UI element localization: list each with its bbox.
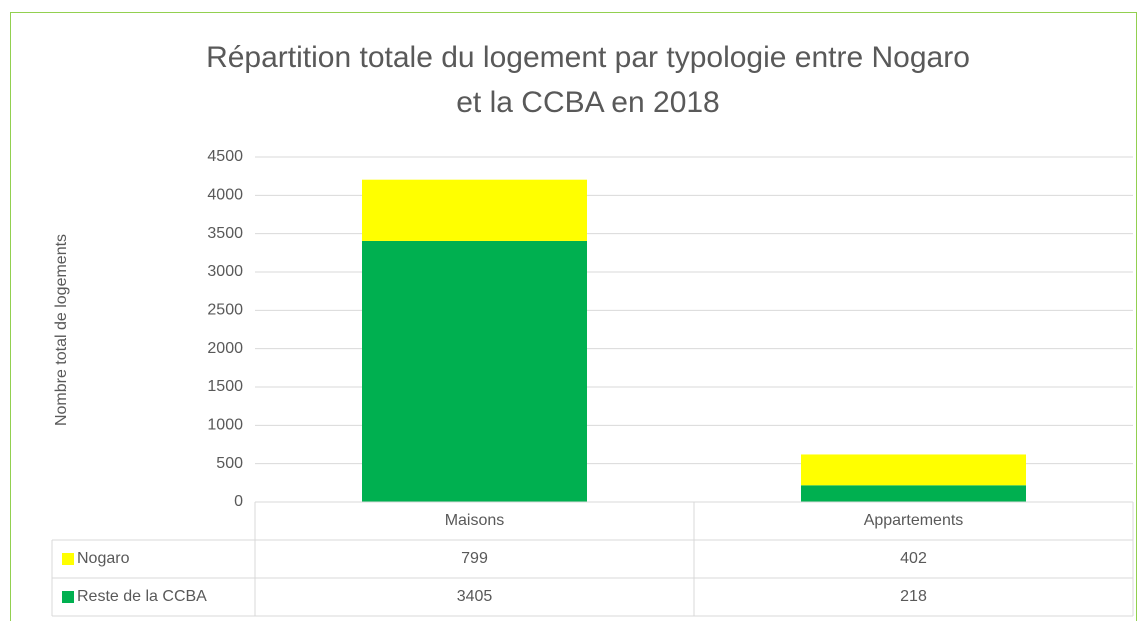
y-tick-label: 3500 bbox=[207, 225, 243, 242]
y-tick-label: 2000 bbox=[207, 340, 243, 357]
y-tick-label: 1000 bbox=[207, 417, 243, 434]
table-value: 3405 bbox=[457, 588, 493, 605]
x-tick-label: Appartements bbox=[864, 512, 964, 529]
y-tick-label: 2500 bbox=[207, 302, 243, 319]
legend-label: Reste de la CCBA bbox=[77, 588, 207, 605]
legend-key bbox=[62, 591, 74, 603]
bar bbox=[362, 240, 587, 502]
y-tick-label: 4000 bbox=[207, 187, 243, 204]
y-tick-label: 3000 bbox=[207, 263, 243, 280]
y-tick-label: 1500 bbox=[207, 378, 243, 395]
y-tick-label: 4500 bbox=[207, 148, 243, 165]
chart-title: et la CCBA en 2018 bbox=[456, 86, 720, 119]
legend-label: Nogaro bbox=[77, 550, 130, 567]
bar bbox=[362, 179, 587, 241]
bar bbox=[801, 454, 1026, 486]
table-value: 218 bbox=[900, 588, 927, 605]
table-value: 799 bbox=[461, 550, 488, 567]
bar bbox=[801, 485, 1026, 502]
chart-border bbox=[10, 12, 1137, 621]
x-tick-label: Maisons bbox=[445, 512, 505, 529]
chart-title: Répartition totale du logement par typol… bbox=[206, 41, 970, 74]
legend-key bbox=[62, 553, 74, 565]
y-tick-label: 500 bbox=[216, 455, 243, 472]
y-axis-label: Nombre total de logements bbox=[53, 234, 70, 426]
table-value: 402 bbox=[900, 550, 927, 567]
y-tick-label: 0 bbox=[234, 493, 243, 510]
